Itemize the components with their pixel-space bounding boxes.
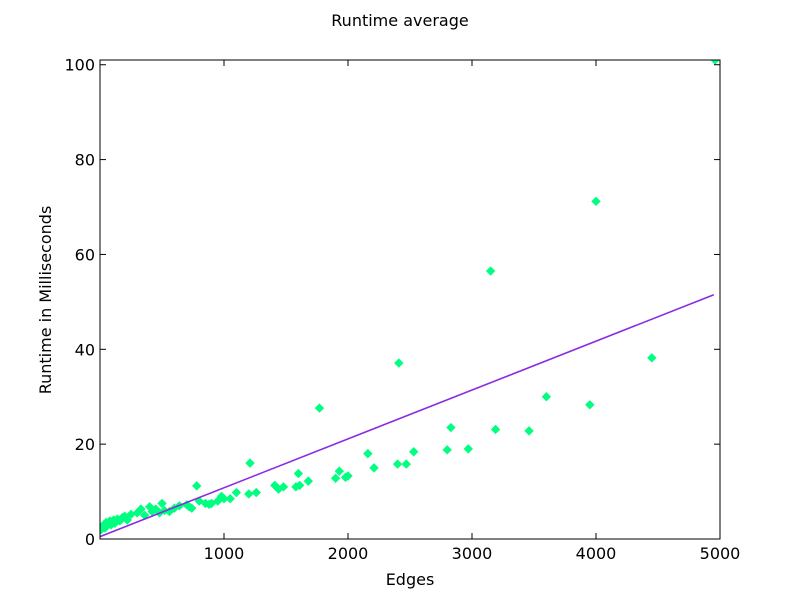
- plot-area: [100, 60, 720, 538]
- data-point: [710, 60, 720, 65]
- data-point: [314, 403, 325, 413]
- y-tick-label: 60: [75, 245, 95, 264]
- data-point: [245, 458, 255, 468]
- data-point: [187, 503, 197, 513]
- x-tick-label: 1000: [204, 544, 245, 563]
- data-point: [303, 476, 314, 486]
- data-point: [392, 459, 403, 469]
- plot-frame: [99, 59, 721, 540]
- axes: 1000 2000 3000 4000 5000 0 20 40 60 80 100: [64, 56, 740, 563]
- data-point: [490, 424, 501, 435]
- x-tick-label: 4000: [576, 544, 617, 563]
- data-point: [394, 358, 404, 368]
- trend-line: [100, 294, 715, 538]
- data-point: [524, 426, 534, 436]
- data-point: [231, 487, 242, 498]
- data-point: [278, 482, 289, 492]
- x-tick-label: 2000: [328, 544, 369, 563]
- data-point: [401, 459, 411, 469]
- data-point: [463, 444, 473, 454]
- data-point: [409, 447, 419, 457]
- data-point: [136, 504, 146, 514]
- data-point: [585, 400, 595, 410]
- data-point: [293, 468, 304, 479]
- data-point: [442, 445, 452, 455]
- data-point: [330, 473, 341, 484]
- y-tick-label: 20: [75, 435, 95, 454]
- y-axis-label: Runtime in Milliseconds: [36, 206, 55, 395]
- data-point: [219, 493, 229, 504]
- data-point: [122, 515, 132, 525]
- x-tick-label: 5000: [700, 544, 741, 563]
- y-tick-label: 40: [75, 340, 95, 359]
- data-point: [647, 353, 657, 363]
- data-point: [251, 487, 261, 498]
- data-point: [334, 466, 345, 476]
- data-point: [244, 489, 254, 499]
- data-point: [591, 196, 601, 207]
- data-point: [343, 471, 353, 481]
- data-point: [294, 480, 305, 491]
- data-point: [369, 463, 379, 473]
- x-axis-label: Edges: [386, 570, 435, 589]
- y-tick-label: 0: [85, 530, 95, 549]
- y-tick-label: 80: [75, 151, 95, 170]
- data-point: [541, 392, 552, 402]
- x-tick-label: 3000: [452, 544, 493, 563]
- chart-title: Runtime average: [331, 11, 468, 30]
- data-point: [225, 493, 235, 504]
- y-tick-label: 100: [64, 56, 95, 75]
- data-point: [485, 266, 496, 276]
- data-point: [192, 481, 202, 491]
- data-point: [446, 422, 456, 433]
- data-point: [363, 448, 373, 459]
- data-point: [157, 498, 167, 509]
